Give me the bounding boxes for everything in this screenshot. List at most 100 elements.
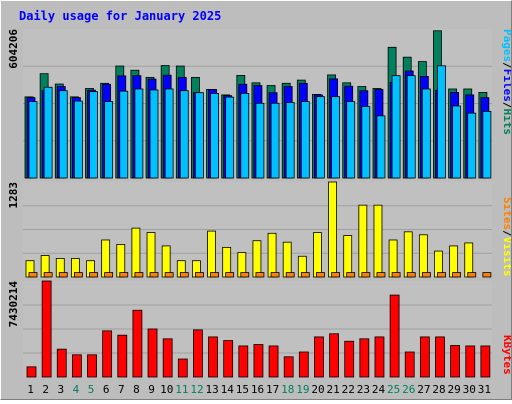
kbytes-bar: [374, 336, 385, 378]
visits-bar: [464, 242, 474, 278]
legend-files: Files: [501, 69, 511, 102]
kbytes-bar: [404, 351, 415, 378]
sites-bar: [452, 272, 462, 278]
pages-bar: [43, 86, 53, 179]
kbytes-bar: [450, 345, 461, 378]
visits-bar: [282, 241, 292, 278]
visits-bar: [101, 239, 111, 278]
visits-bar: [328, 181, 337, 278]
pages-bar: [452, 105, 462, 179]
pages-bar: [195, 92, 204, 179]
day-label: 16: [251, 383, 264, 396]
sites-bar: [73, 272, 83, 278]
sites-bar: [210, 272, 219, 278]
kbytes-bar: [359, 338, 370, 378]
visits-legend: Sites/Visits: [501, 197, 511, 277]
pages-bar: [73, 100, 83, 179]
kbytes-bar: [314, 336, 324, 378]
pages-bar: [104, 101, 114, 179]
sites-bar: [285, 272, 295, 278]
visits-bar: [207, 230, 216, 278]
sites-bar: [134, 272, 144, 278]
sites-bar: [43, 272, 53, 278]
day-label: 30: [463, 383, 476, 396]
pages-bar: [58, 90, 68, 179]
legend-separator: /: [501, 102, 511, 109]
day-label: 6: [103, 383, 110, 396]
sites-bar: [195, 272, 204, 278]
chart-title: Daily usage for January 2025: [19, 9, 221, 23]
sites-bar: [300, 272, 310, 278]
pages-bar: [240, 93, 250, 179]
sites-bar: [225, 272, 235, 278]
pages-bar: [270, 102, 280, 179]
kbytes-legend: KBytes: [501, 335, 511, 375]
pages-bar: [361, 106, 371, 179]
pages-bar: [467, 112, 477, 179]
sites-bar: [149, 272, 159, 278]
visits-bar: [267, 232, 277, 278]
kbytes-bar: [26, 366, 37, 378]
sites-bar: [58, 272, 68, 278]
kbytes-bar: [147, 328, 158, 378]
kbytes-bar: [344, 340, 355, 378]
hits-legend: Pages/Files/Hits: [501, 29, 511, 135]
legend-pages: Pages: [501, 29, 511, 62]
pages-bar: [164, 88, 174, 179]
day-label: 7: [118, 383, 125, 396]
day-label: 17: [266, 383, 279, 396]
visits-bar: [418, 234, 428, 278]
visits-bar: [146, 232, 156, 278]
visits-bar: [343, 235, 353, 278]
legend-separator: /: [501, 62, 511, 69]
kbytes-bar: [298, 351, 309, 378]
legend-hits: Hits: [501, 109, 511, 136]
pages-bar: [346, 101, 356, 179]
kbytes-bar: [132, 309, 143, 378]
day-label: 10: [160, 383, 173, 396]
sites-bar: [28, 272, 38, 278]
pages-bar: [89, 91, 98, 179]
day-label: 9: [148, 383, 155, 396]
sites-bar: [331, 272, 340, 278]
kbytes-bar: [193, 329, 203, 378]
kbytes-bar: [102, 330, 113, 378]
kbytes-bars: [23, 280, 492, 378]
day-label: 22: [342, 383, 355, 396]
day-label: 12: [190, 383, 203, 396]
sites-bar: [164, 272, 174, 278]
kbytes-bar: [41, 280, 52, 378]
sites-bar: [467, 272, 477, 278]
sites-bar: [421, 272, 431, 278]
kbytes-bar: [223, 340, 234, 378]
sites-bar: [255, 272, 265, 278]
hits-axis-max: 604206: [7, 29, 20, 69]
sites-bar: [391, 272, 401, 278]
day-label: 2: [42, 383, 49, 396]
pages-bar: [331, 96, 340, 179]
kbytes-axis-max: 7430214: [7, 281, 20, 328]
visits-bar: [403, 231, 413, 278]
kbytes-bar: [389, 294, 400, 378]
day-label: 18: [281, 383, 294, 396]
sites-bar: [482, 272, 492, 278]
pages-bar: [119, 90, 129, 179]
pages-bar: [437, 65, 446, 179]
kbytes-bar: [87, 354, 97, 378]
sites-bar: [240, 272, 250, 278]
pages-bar: [391, 75, 401, 179]
kbytes-bar: [480, 345, 491, 378]
visits-bar: [358, 204, 368, 278]
kbytes-bar: [419, 336, 430, 378]
pages-bar: [134, 88, 144, 179]
sites-bar: [316, 272, 325, 278]
sites-bar: [346, 272, 356, 278]
day-label: 31: [478, 383, 491, 396]
day-label: 8: [133, 383, 140, 396]
day-label: 20: [311, 383, 324, 396]
visits-bars: [23, 181, 492, 278]
visits-bar: [388, 239, 398, 278]
sites-bar: [179, 272, 189, 278]
